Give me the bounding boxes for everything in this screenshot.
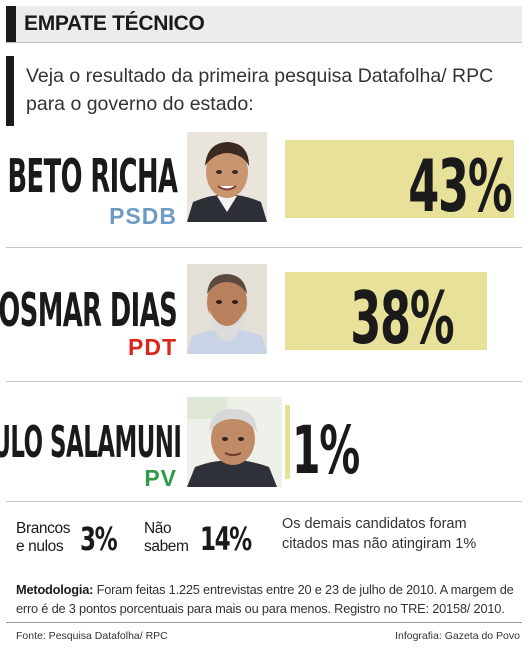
row-divider <box>6 381 522 382</box>
stat-value-nao-sabem: 14% <box>200 520 252 558</box>
others-note: Os demais candidatos foram citados mas n… <box>282 516 477 552</box>
page-title: EMPATE TÉCNICO <box>24 12 205 35</box>
party-label-pdt: PDT <box>128 334 177 360</box>
header-bar <box>6 6 522 42</box>
stat-label-brancos-nulos: Brancos e nulos <box>16 520 71 555</box>
party-label-psdb: PSDB <box>109 203 177 229</box>
footer-divider <box>6 622 522 623</box>
bar-beto-richa <box>285 140 514 218</box>
party-label-pv: PV <box>144 465 177 491</box>
header-divider <box>6 42 522 43</box>
methodology-note: Metodologia: Foram feitas 1.225 entrevis… <box>16 580 520 618</box>
candidate-name-paulo-salamuni: PAULO SALAMUNI <box>0 417 182 468</box>
bar-osmar-dias <box>285 272 487 350</box>
intro-text: Veja o resultado da primeira pesquisa Da… <box>26 65 494 115</box>
beto-richa-photo <box>187 132 267 222</box>
source-credit: Fonte: Pesquisa Datafolha/ RPC <box>16 630 168 642</box>
value-label-paulo-salamuni: 1% <box>292 412 360 489</box>
stat-value-brancos-nulos: 3% <box>80 520 118 558</box>
row-divider <box>6 501 522 502</box>
bar-paulo-salamuni <box>285 405 290 479</box>
methodology-text: Foram feitas 1.225 entrevistas entre 20 … <box>16 582 514 616</box>
value-label-beto-richa: 43% <box>407 144 512 228</box>
candidate-name-beto-richa: BETO RICHA <box>7 149 177 203</box>
header-accent-bar <box>6 6 16 42</box>
infographic-credit: Infografia: Gazeta do Povo <box>395 630 520 642</box>
stat-label-nao-sabem: Não sabem <box>144 520 189 555</box>
osmar-dias-photo <box>187 264 267 354</box>
value-label-osmar-dias: 38% <box>349 276 454 360</box>
methodology-label: Metodologia: <box>16 582 94 597</box>
paulo-salamuni-photo <box>187 397 282 487</box>
candidate-name-osmar-dias: OSMAR DIAS <box>0 283 178 337</box>
row-divider <box>6 247 522 248</box>
intro-accent-bar <box>6 56 14 126</box>
